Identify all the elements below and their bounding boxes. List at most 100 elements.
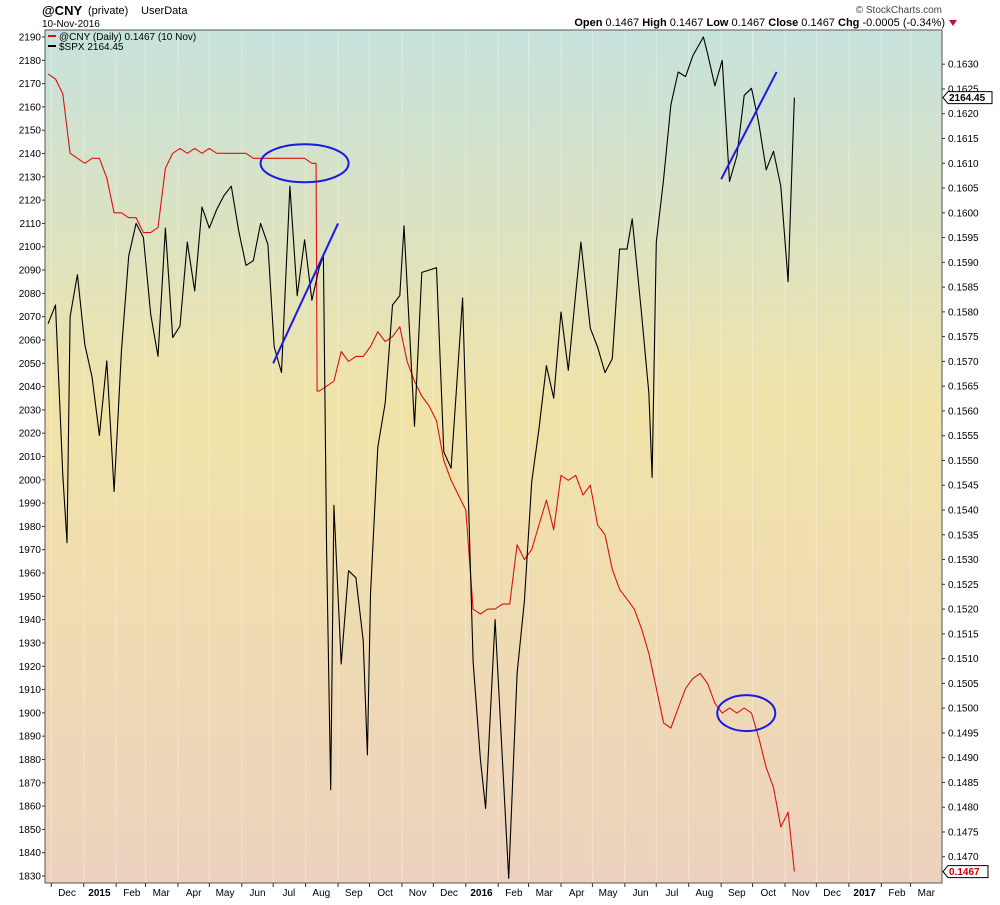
last-value-left: 2164.45: [949, 93, 986, 104]
right-axis-tick-label: 0.1530: [948, 555, 979, 566]
x-axis-tick-label: Jun: [249, 888, 265, 899]
left-axis-tick-label: 2100: [19, 242, 42, 253]
x-axis-tick-label: Jul: [282, 888, 295, 899]
annotation-trendline: [272, 223, 339, 364]
x-axis-tick-label: Oct: [377, 888, 393, 899]
left-axis-tick-label: 2050: [19, 359, 42, 370]
right-axis-tick-label: 0.1485: [948, 778, 979, 789]
right-axis-tick-label: 0.1475: [948, 827, 979, 838]
left-axis-tick-label: 1860: [19, 802, 42, 813]
left-axis-tick-label: 1990: [19, 499, 42, 510]
left-axis-tick-label: 2020: [19, 429, 42, 440]
low-label: Low: [706, 17, 728, 29]
left-axis-tick-label: 1920: [19, 662, 42, 673]
right-axis-tick-label: 0.1605: [948, 184, 979, 195]
left-axis-tick-label: 2030: [19, 405, 42, 416]
x-axis-tick-label: Oct: [760, 888, 776, 899]
open-value: 0.1467: [606, 17, 640, 29]
right-axis-tick-label: 0.1580: [948, 307, 979, 318]
x-axis-tick-label: Jun: [632, 888, 648, 899]
right-axis-tick-label: 0.1525: [948, 580, 979, 591]
right-axis-tick-label: 0.1610: [948, 159, 979, 170]
x-axis-tick-label: Feb: [888, 888, 906, 899]
right-axis-tick-label: 0.1555: [948, 431, 979, 442]
grid-layer: [50, 30, 912, 883]
left-axis-tick-label: 2090: [19, 266, 42, 277]
x-axis-tick-label: Sep: [345, 888, 363, 899]
high-label: High: [642, 17, 667, 29]
left-axis-tick-label: 1940: [19, 615, 42, 626]
right-axis-tick-label: 0.1540: [948, 505, 979, 516]
left-axis-tick-label: 1830: [19, 872, 42, 883]
left-axis-tick-label: 1850: [19, 825, 42, 836]
right-axis: 0.1470 0.1475 0.1480 0.1485 0.1490 0.1495 0.15…: [942, 60, 979, 863]
right-axis-tick-label: 0.1545: [948, 481, 979, 492]
left-axis-tick-label: 2110: [19, 219, 41, 230]
right-axis-tick-label: 0.1620: [948, 109, 979, 120]
open-label: Open: [574, 17, 602, 29]
right-axis-tick-label: 0.1535: [948, 530, 979, 541]
left-axis-tick-label: 1880: [19, 755, 42, 766]
high-value: 0.1467: [670, 17, 704, 29]
left-axis-tick-label: 1970: [19, 545, 42, 556]
left-axis-tick-label: 2040: [19, 382, 42, 393]
close-label: Close: [768, 17, 798, 29]
x-axis: Dec 2015 Feb Mar Apr May Jun Jul Aug Sep Oct Nov Dec…: [50, 883, 936, 899]
chart-date: 10-Nov-2016: [42, 19, 100, 30]
x-axis-tick-label: Apr: [569, 888, 585, 899]
left-axis-tick-label: 2080: [19, 289, 42, 300]
annotation-ellipse: [716, 694, 777, 733]
legend-label-cny: @CNY (Daily) 0.1467 (10 Nov): [59, 32, 196, 43]
last-value-tag-right: 0.1467: [942, 865, 989, 879]
right-axis-tick-label: 0.1585: [948, 283, 979, 294]
left-axis-tick-label: 2170: [19, 79, 42, 90]
right-axis-tick-label: 0.1595: [948, 233, 979, 244]
chart-source: UserData: [141, 5, 188, 17]
x-axis-tick-label: Mar: [536, 888, 554, 899]
x-axis-tick-label: Mar: [153, 888, 171, 899]
left-axis-tick-label: 2010: [19, 452, 42, 463]
left-axis-tick-label: 1960: [19, 569, 42, 580]
left-axis-tick-label: 1840: [19, 848, 42, 859]
x-axis-tick-label: Sep: [728, 888, 746, 899]
right-axis-tick-label: 0.1490: [948, 753, 979, 764]
right-axis-tick-label: 0.1575: [948, 332, 979, 343]
left-axis-tick-label: 2180: [19, 56, 42, 67]
x-axis-tick-label: 2017: [853, 888, 876, 899]
close-value: 0.1467: [801, 17, 835, 29]
plot-background: [45, 30, 942, 883]
left-axis-tick-label: 2070: [19, 312, 42, 323]
x-axis-tick-label: Dec: [58, 888, 76, 899]
legend: @CNY (Daily) 0.1467 (10 Nov) $SPX 2164.4…: [48, 32, 196, 53]
annotation-trendline: [720, 71, 778, 180]
annotation-ellipse: [259, 143, 350, 184]
last-value-right: 0.1467: [949, 867, 980, 878]
left-axis-tick-label: 2150: [19, 126, 42, 137]
left-axis-tick-label: 2160: [19, 102, 42, 113]
right-axis-tick-label: 0.1500: [948, 704, 979, 715]
left-axis-tick-label: 2060: [19, 335, 42, 346]
chart-privacy: (private): [88, 5, 128, 17]
left-axis-tick-label: 2190: [19, 32, 42, 43]
x-axis-tick-label: May: [216, 888, 235, 899]
chg-label: Chg: [838, 17, 859, 29]
x-axis-tick-label: Aug: [696, 888, 714, 899]
right-axis-tick-label: 0.1470: [948, 852, 979, 863]
x-axis-tick-label: Nov: [409, 888, 427, 899]
right-axis-tick-label: 0.1550: [948, 456, 979, 467]
x-axis-tick-label: Dec: [440, 888, 458, 899]
right-axis-tick-label: 0.1495: [948, 728, 979, 739]
left-axis-tick-label: 2120: [19, 196, 42, 207]
left-axis-tick-label: 2130: [19, 172, 42, 183]
x-axis-tick-label: Nov: [792, 888, 810, 899]
right-axis-tick-label: 0.1630: [948, 60, 979, 71]
annotation-layer: [259, 71, 778, 733]
left-axis-tick-label: 1890: [19, 732, 42, 743]
x-axis-tick-label: Apr: [186, 888, 202, 899]
series-line-cny: [47, 73, 795, 872]
attribution: © StockCharts.com: [856, 5, 942, 16]
right-axis-tick-label: 0.1565: [948, 382, 979, 393]
series-layer: [47, 36, 795, 879]
